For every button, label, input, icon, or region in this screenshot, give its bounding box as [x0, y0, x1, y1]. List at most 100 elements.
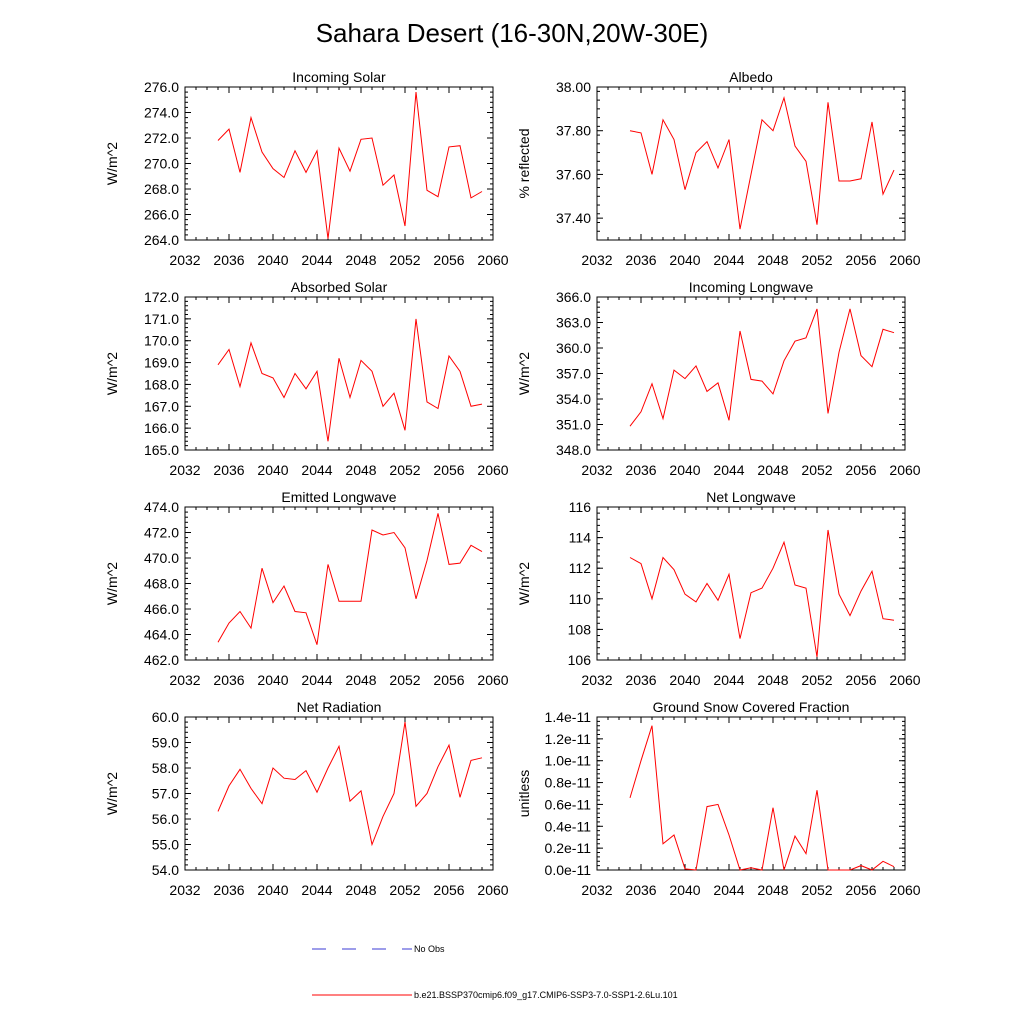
x-tick-label: 2036 [625, 252, 656, 268]
chart-panel-3: Absorbed Solar W/m^2 2032 2036 2040 2044 2048 2… [104, 279, 509, 478]
y-tick-label: 360.0 [556, 340, 591, 356]
plot-frame [596, 86, 906, 241]
legend: No Obs b.e21.BSSP370cmip6.f09_g17.CMIP6-… [312, 944, 678, 1000]
legend-model-label: b.e21.BSSP370cmip6.f09_g17.CMIP6-SSP3-7.… [414, 990, 678, 1000]
y-tick-label: 0.2e-11 [545, 840, 592, 856]
panel-title: Incoming Solar [292, 69, 386, 85]
x-tick-label: 2036 [213, 462, 244, 478]
y-tick-label: 171.0 [144, 311, 179, 327]
x-tick-label: 2048 [345, 252, 376, 268]
x-tick-label: 2032 [169, 672, 200, 688]
x-tick-label: 2044 [713, 882, 744, 898]
panel-title: Albedo [729, 69, 773, 85]
y-tick-label: 348.0 [556, 442, 591, 458]
y-tick-label: 165.0 [144, 442, 179, 458]
x-tick-label: 2032 [581, 252, 612, 268]
x-tick-label: 2060 [477, 672, 508, 688]
x-tick-label: 2044 [713, 462, 744, 478]
y-tick-label: 55.0 [152, 837, 179, 853]
chart-panel-2: Albedo % reflected 2032 2036 2040 2044 2048 205… [516, 69, 921, 268]
x-tick-label: 2044 [301, 252, 332, 268]
x-tick-label: 2056 [433, 882, 464, 898]
y-tick-label: 363.0 [556, 315, 591, 331]
y-tick-label: 266.0 [144, 207, 179, 223]
plot-frame [184, 716, 494, 871]
panel-title: Absorbed Solar [291, 279, 388, 295]
x-tick-label: 2052 [801, 672, 832, 688]
y-axis-label: W/m^2 [516, 562, 532, 605]
x-tick-label: 2048 [757, 882, 788, 898]
y-tick-label: 57.0 [152, 786, 179, 802]
y-axis-label: W/m^2 [104, 352, 120, 395]
chart-panel-5: Emitted Longwave W/m^2 2032 2036 2040 2044 204… [104, 489, 509, 688]
x-tick-label: 2048 [757, 462, 788, 478]
y-tick-label: 276.0 [144, 79, 179, 95]
plot-frame [184, 86, 494, 241]
x-tick-label: 2048 [345, 672, 376, 688]
y-tick-label: 59.0 [152, 735, 179, 751]
y-tick-label: 354.0 [556, 391, 591, 407]
y-tick-label: 167.0 [144, 398, 179, 414]
x-tick-label: 2052 [389, 462, 420, 478]
series-line [629, 529, 895, 657]
y-tick-label: 108 [568, 621, 592, 637]
y-tick-label: 0.4e-11 [545, 818, 592, 834]
chart-panel-6: Net Longwave W/m^2 2032 2036 2040 2044 2048 205… [516, 489, 921, 688]
y-tick-label: 468.0 [144, 576, 179, 592]
x-tick-label: 2032 [581, 462, 612, 478]
chart-panel-4: Incoming Longwave W/m^2 2032 2036 2040 2044 20… [516, 279, 921, 478]
y-tick-label: 112 [569, 560, 592, 576]
x-tick-label: 2056 [845, 462, 876, 478]
y-tick-label: 274.0 [144, 105, 179, 121]
x-tick-label: 2052 [801, 252, 832, 268]
chart-panels: Incoming Solar W/m^2 2032 2036 2040 2044 2048 2… [104, 69, 921, 898]
x-tick-label: 2044 [301, 462, 332, 478]
x-tick-label: 2056 [433, 252, 464, 268]
x-tick-label: 2052 [801, 462, 832, 478]
series-line [629, 96, 895, 230]
series-line [217, 318, 483, 442]
x-tick-label: 2036 [213, 252, 244, 268]
y-tick-label: 264.0 [144, 232, 179, 248]
x-tick-label: 2060 [889, 882, 920, 898]
x-tick-label: 2040 [669, 672, 700, 688]
y-tick-label: 0.8e-11 [545, 775, 592, 791]
x-tick-label: 2040 [669, 882, 700, 898]
x-tick-label: 2056 [433, 462, 464, 478]
plot-frame [184, 506, 494, 661]
x-tick-label: 2044 [713, 252, 744, 268]
y-tick-label: 464.0 [144, 627, 179, 643]
plot-frame [184, 296, 494, 451]
y-tick-label: 38.00 [556, 79, 591, 95]
panel-title: Net Longwave [706, 489, 796, 505]
y-tick-label: 270.0 [144, 156, 179, 172]
x-tick-label: 2036 [625, 462, 656, 478]
x-tick-label: 2048 [757, 252, 788, 268]
x-tick-label: 2060 [889, 462, 920, 478]
x-tick-label: 2040 [257, 672, 288, 688]
x-tick-label: 2040 [257, 462, 288, 478]
series-line [629, 725, 895, 871]
x-tick-label: 2036 [625, 882, 656, 898]
y-tick-label: 37.60 [556, 166, 591, 182]
x-tick-label: 2032 [169, 252, 200, 268]
y-tick-label: 114 [569, 530, 592, 546]
y-axis-label: % reflected [516, 128, 532, 198]
y-tick-label: 474.0 [144, 499, 179, 515]
figure-title: Sahara Desert (16-30N,20W-30E) [316, 18, 709, 48]
x-tick-label: 2052 [801, 882, 832, 898]
chart-panel-8: Ground Snow Covered Fraction unitless 2032… [516, 699, 921, 898]
y-tick-label: 357.0 [556, 366, 591, 382]
x-tick-label: 2052 [389, 672, 420, 688]
x-tick-label: 2040 [669, 462, 700, 478]
plot-frame [596, 296, 906, 451]
x-tick-label: 2032 [581, 672, 612, 688]
x-tick-label: 2048 [345, 462, 376, 478]
y-tick-label: 54.0 [152, 862, 179, 878]
series-line [217, 513, 483, 645]
x-tick-label: 2060 [889, 672, 920, 688]
x-tick-label: 2032 [581, 882, 612, 898]
y-axis-label: W/m^2 [104, 772, 120, 815]
series-line [629, 308, 895, 427]
